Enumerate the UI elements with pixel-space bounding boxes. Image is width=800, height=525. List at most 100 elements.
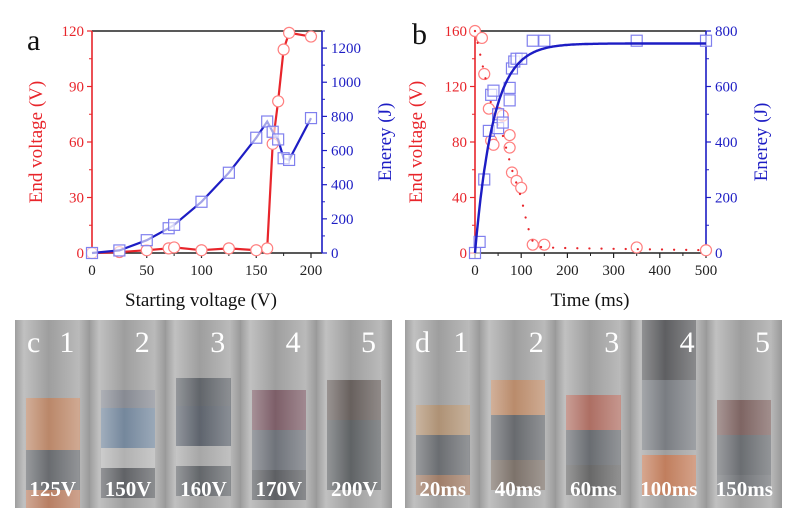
chart-a: a 0 50 100 150 20003060901200200400600800100… (26, 24, 396, 311)
y-right-tick-label: 200 (715, 191, 738, 207)
test-tube-4: 4 100ms (631, 320, 707, 508)
data-point-circle (538, 238, 551, 251)
y-right-tick-label: 400 (715, 135, 738, 151)
data-point-circle (478, 67, 491, 81)
glass-tube (555, 320, 632, 508)
x-tick-label: 200 (556, 263, 579, 279)
chart-b-ylabel-left: End voltage (V) (406, 81, 427, 203)
panel-a-letter: a (27, 24, 40, 57)
tube-number: 4 (285, 326, 301, 359)
data-point-circle (304, 30, 318, 43)
data-point-square (113, 244, 126, 257)
glass-tube (316, 320, 392, 508)
data-point-circle (475, 31, 489, 45)
glass-tube (165, 320, 242, 508)
glass-tube (241, 320, 317, 508)
data-point-square (283, 153, 296, 167)
data-point-circle (699, 244, 713, 257)
tube-number: 3 (604, 326, 620, 359)
data-point-circle (277, 43, 290, 56)
tube-caption: 200V (330, 477, 378, 501)
x-tick-label: 100 (510, 263, 533, 279)
energy-fit-curve (473, 42, 706, 254)
test-tube-2: 2 40ms (480, 320, 556, 508)
y-right-tick-label: 0 (331, 246, 339, 262)
tube-number: 4 (679, 326, 695, 359)
series-layer (85, 26, 318, 260)
glass-tube (405, 320, 481, 508)
tube-number: 5 (754, 326, 770, 359)
y-right-tick-label: 600 (715, 80, 738, 96)
data-point-square (526, 34, 539, 47)
y-right-tick-label: 400 (331, 178, 354, 194)
x-tick-label: 0 (471, 263, 479, 279)
chart-a-ylabel-left: End voltage (V) (26, 81, 47, 203)
data-point-square (487, 84, 500, 97)
data-point-square (699, 34, 713, 47)
data-point-circle (195, 244, 208, 257)
data-point-circle (272, 95, 285, 108)
data-point-square (272, 133, 285, 146)
y-left-tick-label: 80 (452, 135, 467, 151)
chart-b-ylabel-right: Enerey (J) (751, 103, 772, 182)
test-tube-4: 4 170V (241, 320, 317, 508)
chart-a-xlabel: Starting voltage (V) (125, 290, 277, 311)
test-tube-1: 1 125V (15, 320, 91, 508)
data-point-circle (515, 181, 528, 194)
y-right-tick-label: 0 (715, 246, 723, 262)
y-right-tick-label: 800 (715, 24, 738, 40)
tube-number: 1 (453, 326, 469, 359)
photo-panel-c: 1 125V 2 150V 3 160V 4 170V 5 200V c (15, 320, 392, 508)
chart-b: b 0 100 200 300 400 5000408012016002004006008… (406, 18, 772, 311)
tube-caption: 160V (180, 477, 227, 501)
test-tube-5: 5 150ms (706, 320, 782, 508)
y-left-tick-label: 0 (460, 246, 468, 262)
data-point-circle (503, 141, 516, 154)
tube-number: 2 (528, 326, 544, 359)
tube-caption: 60ms (570, 477, 617, 501)
data-point-square (140, 234, 153, 247)
data-point-square (85, 246, 99, 260)
data-point-circle (250, 244, 263, 257)
tube-number: 3 (210, 326, 226, 359)
data-point-square (515, 52, 528, 65)
data-point-square (222, 166, 235, 179)
y-left-tick-label: 160 (445, 24, 468, 40)
tube-caption: 150V (104, 477, 152, 501)
tube-caption: 20ms (419, 477, 467, 501)
tube-caption: 40ms (494, 477, 542, 501)
panel-d-letter: d (415, 326, 430, 359)
x-tick-label: 100 (190, 263, 213, 279)
y-left-tick-label: 120 (62, 24, 85, 40)
data-point-square (503, 94, 516, 107)
photo-panel-d: 1 20ms 2 40ms 3 60ms 4 100ms 5 150ms d (405, 320, 782, 508)
chart-b-xlabel: Time (ms) (550, 290, 629, 311)
tube-caption: 150ms (715, 477, 773, 501)
chart-a-ylabel-right: Enerey (J) (375, 103, 396, 182)
glass-tube (706, 320, 782, 508)
y-right-tick-label: 800 (331, 109, 354, 125)
test-tube-1: 1 20ms (405, 320, 481, 508)
glass-tube (480, 320, 556, 508)
data-point-square (195, 195, 208, 208)
test-tube-3: 3 160V (165, 320, 242, 508)
y-left-tick-label: 60 (69, 135, 84, 151)
data-point-square (168, 218, 181, 231)
x-tick-label: 400 (649, 263, 672, 279)
data-point-square (473, 235, 486, 248)
y-left-tick-label: 30 (69, 191, 84, 207)
data-point-square (630, 34, 643, 47)
y-right-tick-label: 200 (331, 212, 354, 228)
x-tick-label: 150 (245, 263, 268, 279)
x-tick-label: 500 (695, 263, 718, 279)
series-layer (468, 24, 713, 260)
x-tick-label: 50 (139, 263, 154, 279)
data-point-circle (168, 241, 181, 254)
y-right-tick-label: 1000 (331, 75, 361, 91)
data-point-circle (222, 242, 235, 255)
tube-number: 5 (360, 326, 376, 359)
glass-tube (15, 320, 91, 508)
test-tube-2: 2 150V (90, 320, 166, 508)
y-left-tick-label: 120 (445, 80, 468, 96)
y-right-tick-label: 600 (331, 144, 354, 160)
